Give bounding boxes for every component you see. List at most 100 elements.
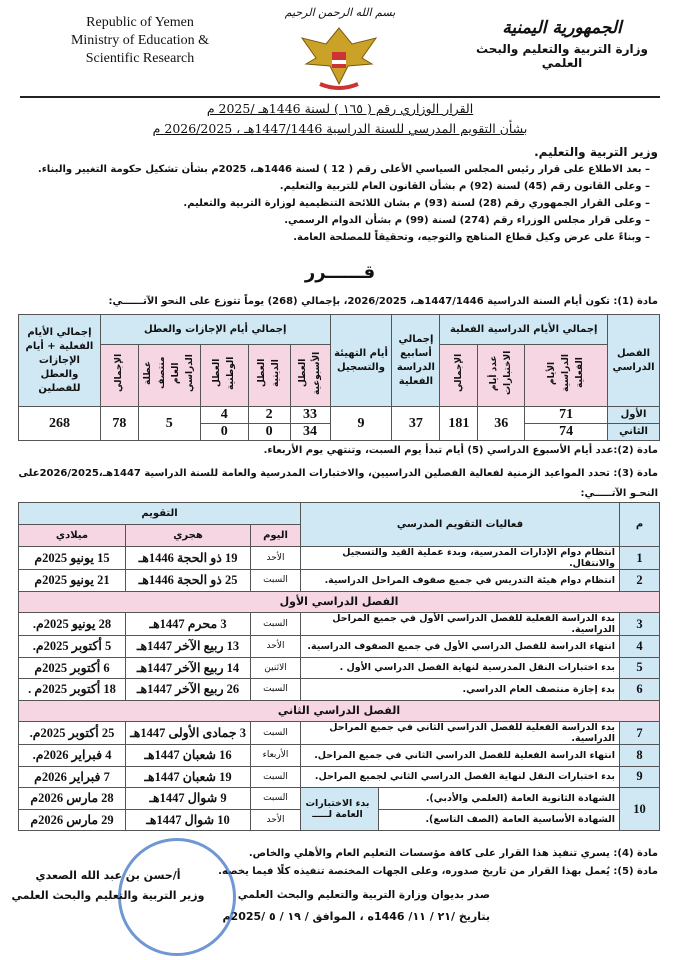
cell-activity: بدء الدراسة الفعلية للفصل الدراسي الثاني… [300,721,620,745]
article-2: مادة (2):عدد أيام الأسبوع الدراسي (5) أي… [263,445,658,456]
cell-activity: بدء اختبارات النقل لنهاية الفصل الدراسي … [300,765,620,788]
preamble-item: وبناءً على عرض وكيل قطاع المناهج والتوجي… [30,232,650,249]
cell-day: الاثنين [250,656,301,679]
letterhead-line: Ministry of Education & [70,33,210,48]
cell-hijri: 13 ربيع الآخر 1447هـ [125,635,251,658]
cell-activity: بدء إجازة منتصف العام الدراسي. [300,678,620,701]
cell-no: 6 [619,678,660,701]
th-weeks: إجمالي أسابيع الدراسة الفعلية [391,314,441,407]
cell-no: 5 [619,656,660,679]
cell-gregorian: 25 أكتوبر 2025م. [18,721,126,745]
cell-national: 4 [199,406,249,424]
cell-hijri: 3 محرم 1447هـ [125,612,251,636]
th-calendar: التقويم [18,502,301,525]
cell-no: 2 [619,569,660,592]
cell-day: الأحد [250,635,301,658]
cell-gregorian: 28 يونيو 2025م. [18,612,126,636]
cell-no: 9 [619,765,660,788]
cell-hijri: 3 جمادى الأولى 1447هـ [125,721,251,745]
cell-grand-total: 268 [18,406,101,441]
article-4: مادة (4): يسري تنفيذ هذا القرار على كافة… [248,848,658,859]
table-row: 7 بدء الدراسة الفعلية للفصل الدراسي الثان… [18,721,660,745]
preamble-item: بعد الاطلاع على قرار رئيس المجلس السياسي… [30,164,650,181]
cell-activity: بدء اختبارات النقل المدرسية لنهاية الفصل… [300,656,620,679]
signatory-title: وزير التربية والتعليم والبحث العلمي [11,889,205,902]
article-5: مادة (5): يُعمل بهذا القرار من تاريخ صدو… [218,866,658,877]
cell-activity: الشهادة الثانوية العامة (العلمي والأدبي)… [378,787,620,810]
decree-title: القرار الوزاري رقم ( ١٦٥ ) لسنة 1446هـ /… [100,101,580,116]
issue-date: بتاريخ /٢١ / ١١/ 1446ه ، الموافق / ١٩ / … [222,910,490,923]
cell-no: 4 [619,635,660,658]
th-grand-total: إجمالي الأيام الفعلية + أيام الإجازات وا… [18,314,101,407]
table-row: 8 انتهاء الدراسة الفعلية للفصل الدراسي ال… [18,744,660,767]
cell-hijri: 16 شعبان 1447هـ [125,744,251,767]
th-hijri: هجري [125,524,251,547]
cell-actual-days: 71 [524,406,609,424]
cell-gregorian: 18 أكتوبر 2025م . [18,678,126,701]
section-row: الفصل الدراسي الأول [18,590,660,613]
cell-hijri: 25 ذو الحجة 1446هـ [125,569,251,592]
table-row: الثاني 74 34 0 0 [19,423,660,441]
cell-religious: 2 [247,406,291,424]
english-letterhead: Republic of Yemen Ministry of Education … [40,14,240,68]
cell-hijri: 14 ربيع الآخر 1447هـ [125,656,251,679]
article-3: مادة (3): تحدد المواعيد الزمنية لفعالية … [18,468,658,499]
table-row: 1 انتظام دوام الإدارات المدرسية، وبدء عمل… [18,546,660,570]
signature-block: أ/حسن بن عبد الله الصعدي وزير التربية وا… [8,866,208,906]
th-actual-days: الأيام الدراسية الفعلية [547,354,586,392]
th-religious: العطل الدينية [257,358,282,388]
th-semester: الفصل الدراسي [607,314,660,407]
cell-actual-total: 181 [439,406,479,441]
th-actual-total: الإجمالي [453,353,464,393]
ministry-stamp-icon [118,838,236,956]
cell-semester: الثاني [607,423,660,441]
cell-day: الأحد [250,546,301,570]
th-gregorian: ميلادي [18,524,126,547]
cell-no: 7 [619,721,660,745]
article-1: مادة (1): تكون أيام السنة الدراسية 1447/… [108,296,659,307]
cell-gregorian: 21 يونيو 2025م [18,569,126,592]
cell-day: السبت [250,787,301,810]
th-holidays-group: إجمالي أيام الإجازات والعطل [99,314,331,345]
th-national: العطل الوطنية [212,356,237,390]
cell-religious: 0 [247,423,291,441]
cell-day: السبت [250,678,301,701]
cell-hijri: 10 شوال 1447هـ [125,808,251,831]
table-row: 6 بدء إجازة منتصف العام الدراسي. السبت 26 ر… [18,678,660,701]
table-row: 4 انتهاء الدراسة للفصل الدراسي الأول في ج… [18,635,660,658]
signatory-name: أ/حسن بن عبد الله الصعدي [35,869,181,882]
cell-national: 0 [199,423,249,441]
cell-day: السبت [250,721,301,745]
cell-activity: انتظام دوام هيئة التدريس في جميع صفوف ال… [300,569,620,592]
school-days-table: الفصل الدراسي إجمالي الأيام الدراسية الف… [18,314,660,441]
preamble-item: وعلى القانون رقم (45) لسنة (92) م بشأن ا… [30,181,650,198]
th-prep-days: أيام التهيئة والتسجيل [329,314,393,407]
preamble-item: وعلى قرار مجلس الوزراء رقم (274) لسنة (9… [30,215,650,232]
preamble-item: وعلى القرار الجمهوري رقم (28) لسنة (93) … [30,198,650,215]
cell-day: الأربعاء [250,744,301,767]
cell-exam-days: 36 [477,406,526,441]
cell-weekly: 33 [289,406,331,424]
resolved-heading: قــــــرر [304,262,376,283]
section-heading: الفصل الدراسي الأول [18,590,660,613]
cell-semester: الأول [607,406,660,424]
letterhead-ministry: وزارة التربية والتعليم والبحث العلمي [476,42,648,70]
cell-hijri: 19 ذو الحجة 1446هـ [125,546,251,570]
cell-gregorian: 29 مارس 2026م [18,808,126,831]
cell-gregorian: 15 يونيو 2025م [18,546,126,570]
preamble-list: بعد الاطلاع على قرار رئيس المجلس السياسي… [30,164,650,249]
letterhead-line: Scientific Research [85,51,195,66]
th-midyear: عطلة منتصف العام الدراسي [143,354,196,392]
cell-day: الأحد [250,808,301,831]
cell-no: 10 [619,787,660,831]
section-row: الفصل الدراسي الثاني [18,699,660,722]
arabic-letterhead: الجمهورية اليمنية وزارة التربية والتعليم… [462,18,662,70]
cell-prep-days: 9 [329,406,393,441]
cell-gregorian: 28 مارس 2026م [18,787,126,810]
table-row: الأول 71 36 181 37 9 33 2 4 5 78 268 [18,406,660,441]
cell-day: السبت [250,569,301,592]
issued-at: صدر بديوان وزارة التربية والتعليم والبحث… [237,889,490,901]
table-row: الشهادة الأساسية العامة (الصف التاسع). ال… [18,808,660,831]
cell-no: 1 [619,546,660,570]
cell-weekly: 34 [289,423,331,441]
